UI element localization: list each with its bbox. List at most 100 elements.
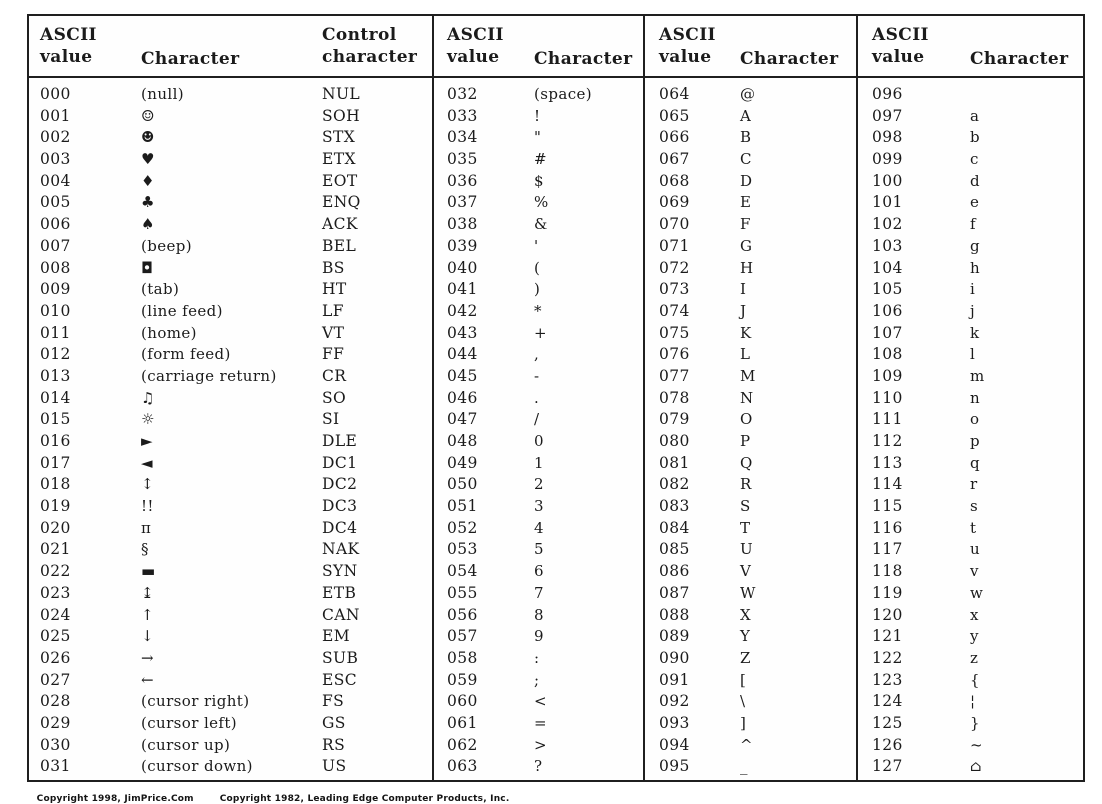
table-row: 021 § NAK <box>29 539 432 561</box>
ascii-value-cell: 038 <box>447 215 478 234</box>
table-row: 054 6 <box>434 561 643 583</box>
control-character-cell: CR <box>322 366 347 385</box>
character-cell: ☼ <box>141 410 155 429</box>
ascii-value-cell: 022 <box>40 562 71 581</box>
control-character-cell: FF <box>322 345 345 364</box>
ascii-value-cell: 093 <box>659 713 690 732</box>
table-row: 105 i <box>858 279 1083 301</box>
table-group-control-chars: ASCII value Character Control character … <box>29 16 432 780</box>
character-cell: d <box>970 171 981 190</box>
ascii-value-cell: 066 <box>659 128 690 147</box>
character-cell: / <box>534 410 540 429</box>
group-body: 000 (null) NUL 001 ☺ SOH 002 ☻ STX 003 ♥ ETX 004 ♦ EOT… <box>29 78 432 780</box>
column-header-ascii-value: ASCII value <box>40 25 97 67</box>
table-row: 087 W <box>645 583 856 605</box>
ascii-value-cell: 121 <box>872 627 903 646</box>
character-cell: ☺ <box>141 106 155 125</box>
column-header-character: Character <box>740 49 839 69</box>
control-character-cell: ETB <box>322 583 357 602</box>
ascii-value-cell: 005 <box>40 193 71 212</box>
table-row: 023 ↨ ETB <box>29 583 432 605</box>
ascii-value-cell: 013 <box>40 366 71 385</box>
character-cell: } <box>970 713 980 732</box>
table-row: 000 (null) NUL <box>29 84 432 106</box>
character-cell: l <box>970 345 976 364</box>
table-row: 113 q <box>858 453 1083 475</box>
control-character-cell: BS <box>322 258 345 277</box>
control-character-cell: ETX <box>322 150 356 169</box>
ascii-value-cell: 124 <box>872 692 903 711</box>
control-character-cell: DC4 <box>322 518 358 537</box>
table-row: 015 ☼ SI <box>29 409 432 431</box>
character-cell: # <box>534 150 547 169</box>
ascii-value-cell: 004 <box>40 171 71 190</box>
character-cell: 9 <box>534 627 544 646</box>
ascii-value-cell: 106 <box>872 301 903 320</box>
character-cell: q <box>970 453 981 472</box>
table-row: 045 - <box>434 366 643 388</box>
character-cell: + <box>534 323 547 342</box>
ascii-value-cell: 080 <box>659 432 690 450</box>
character-cell: 4 <box>534 518 544 537</box>
ascii-value-cell: 063 <box>447 757 478 776</box>
ascii-value-cell: 112 <box>872 432 903 450</box>
ascii-value-cell: 102 <box>872 215 903 234</box>
control-character-cell: BEL <box>322 236 357 255</box>
control-character-cell: EM <box>322 627 350 646</box>
character-cell: - <box>534 366 540 385</box>
table-row: 008 ◘ BS <box>29 258 432 280</box>
table-row: 117 u <box>858 539 1083 561</box>
table-row: 049 1 <box>434 453 643 475</box>
table-row: 076 L <box>645 344 856 366</box>
table-row: 056 8 <box>434 605 643 627</box>
ascii-value-cell: 044 <box>447 345 478 364</box>
character-cell: ♫ <box>141 388 155 407</box>
ascii-value-cell: 119 <box>872 583 903 602</box>
ascii-value-cell: 010 <box>40 301 71 320</box>
control-character-cell: LF <box>322 301 344 320</box>
group-header: ASCII value Character <box>858 16 1083 78</box>
ascii-value-cell: 109 <box>872 366 903 385</box>
character-cell: * <box>534 301 542 320</box>
ascii-value-cell: 033 <box>447 106 478 125</box>
ascii-value-cell: 083 <box>659 497 690 516</box>
character-cell: 3 <box>534 497 544 516</box>
table-row: 040 ( <box>434 258 643 280</box>
character-cell: ^ <box>740 735 753 754</box>
ascii-value-cell: 114 <box>872 475 903 494</box>
character-cell: r <box>970 475 978 494</box>
character-cell: (space) <box>534 85 593 103</box>
character-cell: b <box>970 128 981 147</box>
table-row: 036 $ <box>434 171 643 193</box>
ascii-value-cell: 117 <box>872 540 903 559</box>
table-row: 097 a <box>858 106 1083 128</box>
character-cell: ; <box>534 670 540 689</box>
table-row: 074 J <box>645 301 856 323</box>
ascii-value-cell: 079 <box>659 410 690 429</box>
character-cell: % <box>534 193 549 212</box>
control-character-cell: CAN <box>322 605 360 624</box>
ascii-value-cell: 069 <box>659 193 690 212</box>
table-row: 103 g <box>858 236 1083 258</box>
ascii-value-cell: 065 <box>659 106 690 125</box>
control-character-cell: SI <box>322 410 340 429</box>
character-cell: Z <box>740 648 751 667</box>
ascii-value-cell: 118 <box>872 562 903 581</box>
table-row: 055 7 <box>434 583 643 605</box>
ascii-value-cell: 009 <box>40 280 71 299</box>
ascii-value-cell: 084 <box>659 518 690 537</box>
character-cell: R <box>740 475 752 494</box>
table-row: 110 n <box>858 388 1083 410</box>
ascii-value-cell: 116 <box>872 518 903 537</box>
control-character-cell: FS <box>322 692 345 711</box>
table-row: 044, <box>434 344 643 366</box>
table-row: 016 ► DLE <box>29 431 432 453</box>
control-character-cell: STX <box>322 128 356 147</box>
character-cell: ◄ <box>141 453 153 472</box>
ascii-value-cell: 028 <box>40 692 71 711</box>
table-row: 060 < <box>434 691 643 713</box>
character-cell: " <box>534 128 542 147</box>
table-row: 024 ↑ CAN <box>29 605 432 627</box>
character-cell: (cursor left) <box>141 713 238 732</box>
character-cell: (cursor right) <box>141 692 250 711</box>
